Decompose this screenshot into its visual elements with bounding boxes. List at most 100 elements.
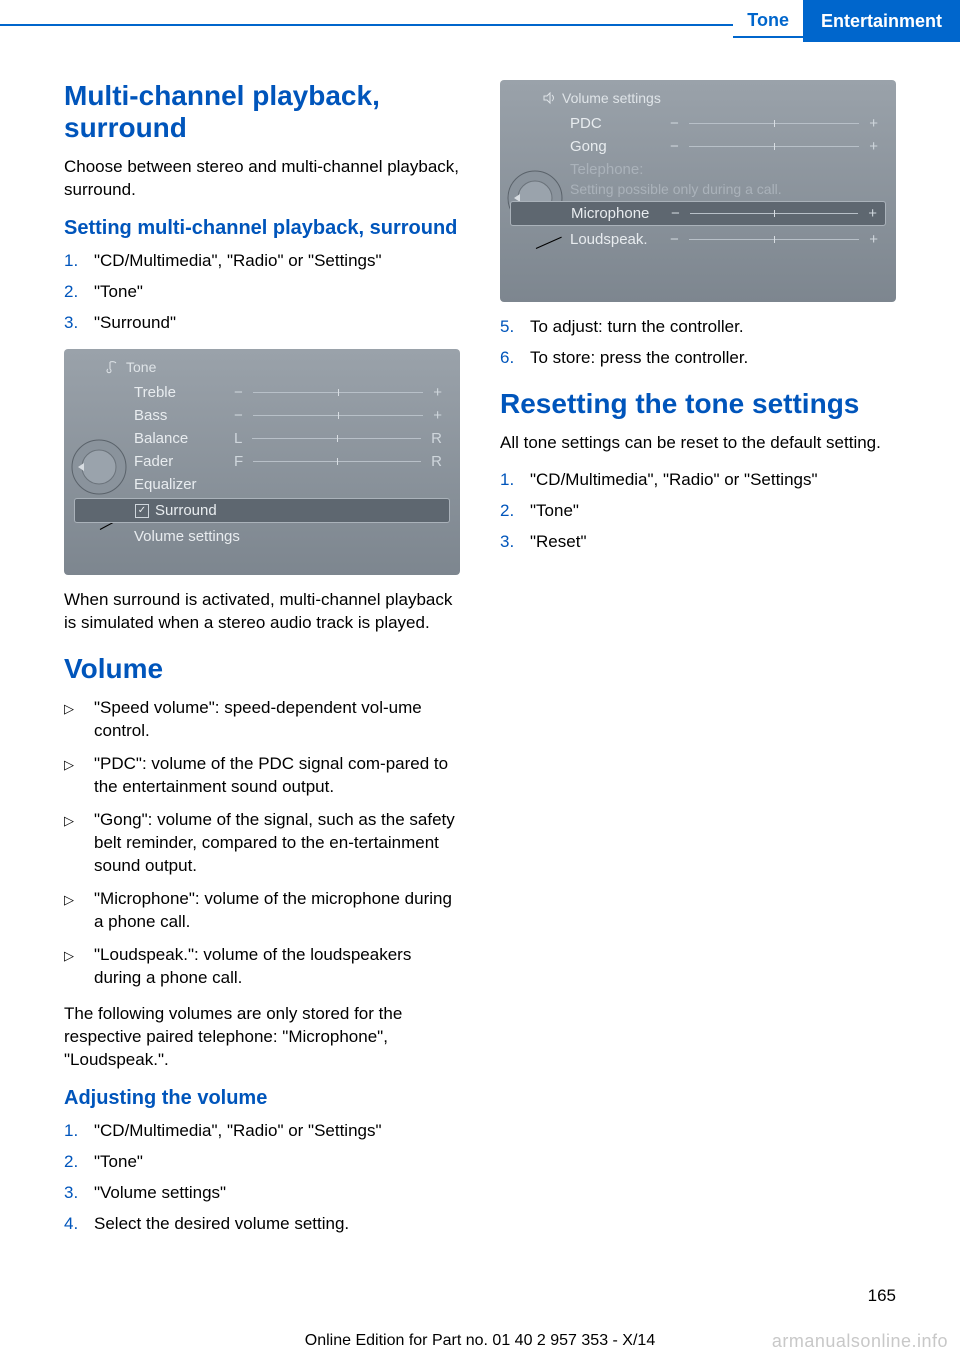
list-number: 2. bbox=[500, 500, 530, 523]
watermark: armanualsonline.info bbox=[772, 1331, 948, 1352]
bullet-icon: ▷ bbox=[64, 809, 94, 878]
tone-row-bass: Bass−+ bbox=[74, 404, 450, 427]
slider: −+ bbox=[670, 115, 878, 132]
list-text: "Speed volume": speed-dependent vol‐ume … bbox=[94, 697, 460, 743]
list-item: ▷"Speed volume": speed-dependent vol‐ume… bbox=[64, 697, 460, 743]
list-text: "Volume settings" bbox=[94, 1182, 226, 1205]
vol-sub-note: Setting possible only during a call. bbox=[510, 181, 886, 197]
list-text: To adjust: turn the controller. bbox=[530, 316, 744, 339]
list-item: ▷"PDC": volume of the PDC signal com‐par… bbox=[64, 753, 460, 799]
screenshot-title: Volume settings bbox=[542, 90, 886, 106]
tone-row-surround: ✓ Surround bbox=[74, 498, 450, 523]
steps-reset: 1."CD/Multimedia", "Radio" or "Settings"… bbox=[500, 469, 896, 554]
list-item: 2."Tone" bbox=[64, 281, 460, 304]
list-number: 3. bbox=[64, 1182, 94, 1205]
tone-row-volume-settings: Volume settings bbox=[74, 525, 450, 548]
vol-row-microphone: Microphone−+ bbox=[510, 201, 886, 226]
para-surround-note: When surround is activated, multi-channe… bbox=[64, 589, 460, 635]
para-volume-note: The following volumes are only stored fo… bbox=[64, 1003, 460, 1072]
row-label: Treble bbox=[134, 384, 234, 401]
list-item: 2."Tone" bbox=[64, 1151, 460, 1174]
header-rule bbox=[0, 0, 733, 26]
header-chapter: Entertainment bbox=[803, 0, 960, 42]
list-text: "Surround" bbox=[94, 312, 176, 335]
checkbox-icon: ✓ bbox=[135, 504, 149, 518]
row-label: Balance bbox=[134, 430, 234, 447]
list-item: 4.Select the desired volume setting. bbox=[64, 1213, 460, 1236]
vol-row-telephone: Telephone: bbox=[510, 158, 886, 181]
heading-volume: Volume bbox=[64, 653, 460, 685]
list-text: "Loudspeak.": volume of the loudspeakers… bbox=[94, 944, 460, 990]
list-item: ▷"Loudspeak.": volume of the loudspeaker… bbox=[64, 944, 460, 990]
list-text: "CD/Multimedia", "Radio" or "Settings" bbox=[94, 250, 382, 273]
list-item: ▷"Gong": volume of the signal, such as t… bbox=[64, 809, 460, 878]
page-number: 165 bbox=[868, 1286, 896, 1306]
steps-setting-surround: 1."CD/Multimedia", "Radio" or "Settings"… bbox=[64, 250, 460, 335]
vol-row-gong: Gong−+ bbox=[510, 135, 886, 158]
list-text: "Gong": volume of the signal, such as th… bbox=[94, 809, 460, 878]
list-number: 3. bbox=[500, 531, 530, 554]
vol-row-pdc: PDC−+ bbox=[510, 112, 886, 135]
list-number: 4. bbox=[64, 1213, 94, 1236]
list-text: "Reset" bbox=[530, 531, 586, 554]
para-multi-intro: Choose between stereo and multi-channel … bbox=[64, 156, 460, 202]
list-text: "CD/Multimedia", "Radio" or "Settings" bbox=[94, 1120, 382, 1143]
heading-resetting: Resetting the tone settings bbox=[500, 388, 896, 420]
slider: −+ bbox=[670, 138, 878, 155]
list-item: 1."CD/Multimedia", "Radio" or "Settings" bbox=[64, 250, 460, 273]
list-item: 1."CD/Multimedia", "Radio" or "Settings" bbox=[64, 1120, 460, 1143]
list-number: 2. bbox=[64, 281, 94, 304]
list-text: "Microphone": volume of the microphone d… bbox=[94, 888, 460, 934]
row-label: Surround bbox=[155, 502, 441, 519]
row-label: PDC bbox=[570, 115, 670, 132]
screenshot-title-text: Tone bbox=[126, 359, 156, 375]
tone-row-equalizer: Equalizer bbox=[74, 473, 450, 496]
list-item: 5.To adjust: turn the controller. bbox=[500, 316, 896, 339]
slider: −+ bbox=[234, 384, 442, 401]
tone-row-fader: FaderFR bbox=[74, 450, 450, 473]
bullet-icon: ▷ bbox=[64, 697, 94, 743]
row-label: Fader bbox=[134, 453, 234, 470]
list-number: 2. bbox=[64, 1151, 94, 1174]
list-item: ▷"Microphone": volume of the microphone … bbox=[64, 888, 460, 934]
page-content: Multi-channel playback, surround Choose … bbox=[64, 80, 896, 1302]
heading-multi-channel: Multi-channel playback, surround bbox=[64, 80, 460, 144]
slider: −+ bbox=[671, 205, 877, 222]
list-item: 1."CD/Multimedia", "Radio" or "Settings" bbox=[500, 469, 896, 492]
volume-bullet-list: ▷"Speed volume": speed-dependent vol‐ume… bbox=[64, 697, 460, 989]
list-text: Select the desired volume setting. bbox=[94, 1213, 349, 1236]
screenshot-volume-settings: Volume settings PDC−+ Gong−+ Telephone: … bbox=[500, 80, 896, 302]
screenshot-title: Tone bbox=[106, 359, 450, 375]
list-item: 3."Surround" bbox=[64, 312, 460, 335]
row-label: Bass bbox=[134, 407, 234, 424]
row-label: Volume settings bbox=[134, 528, 442, 545]
row-label: Gong bbox=[570, 138, 670, 155]
tone-row-treble: Treble−+ bbox=[74, 381, 450, 404]
list-number: 6. bbox=[500, 347, 530, 370]
list-text: To store: press the controller. bbox=[530, 347, 748, 370]
steps-adjust-b: 5.To adjust: turn the controller. 6.To s… bbox=[500, 316, 896, 370]
slider: FR bbox=[234, 453, 442, 470]
steps-adjust-a: 1."CD/Multimedia", "Radio" or "Settings"… bbox=[64, 1120, 460, 1236]
list-number: 1. bbox=[500, 469, 530, 492]
bullet-icon: ▷ bbox=[64, 888, 94, 934]
screenshot-title-text: Volume settings bbox=[562, 90, 661, 106]
row-label: Equalizer bbox=[134, 476, 234, 493]
row-label: Telephone: bbox=[570, 161, 878, 178]
bullet-icon: ▷ bbox=[64, 753, 94, 799]
list-text: "CD/Multimedia", "Radio" or "Settings" bbox=[530, 469, 818, 492]
list-number: 1. bbox=[64, 1120, 94, 1143]
page-header: Tone Entertainment bbox=[0, 0, 960, 42]
tone-row-balance: BalanceLR bbox=[74, 427, 450, 450]
list-number: 5. bbox=[500, 316, 530, 339]
header-section: Tone bbox=[733, 0, 803, 38]
slider: −+ bbox=[234, 407, 442, 424]
tone-icon bbox=[106, 360, 120, 374]
list-text: "Tone" bbox=[94, 1151, 143, 1174]
heading-adjusting-volume: Adjusting the volume bbox=[64, 1086, 460, 1110]
list-text: "Tone" bbox=[530, 500, 579, 523]
vol-row-loudspeak: Loudspeak.−+ bbox=[510, 228, 886, 251]
list-text: "PDC": volume of the PDC signal com‐pare… bbox=[94, 753, 460, 799]
list-number: 1. bbox=[64, 250, 94, 273]
list-item: 6.To store: press the controller. bbox=[500, 347, 896, 370]
